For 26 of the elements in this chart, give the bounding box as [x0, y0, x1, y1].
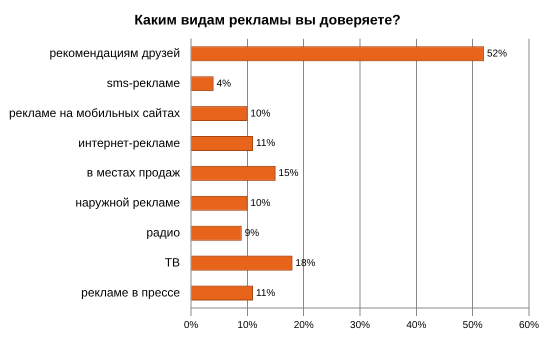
- y-tick-label: интернет-рекламе: [78, 136, 180, 150]
- y-tick-label: в местах продаж: [86, 166, 180, 180]
- data-label: 52%: [486, 48, 508, 60]
- chart-title: Каким видам рекламы вы доверяете?: [134, 11, 401, 28]
- y-tick-label: рекламе на мобильных сайтах: [8, 106, 180, 120]
- x-tick-label: 50%: [462, 320, 483, 331]
- y-tick-label: радио: [146, 226, 180, 240]
- data-label: 11%: [256, 138, 276, 150]
- y-tick-label: sms-рекламе: [106, 76, 180, 90]
- x-tick-label: 20%: [294, 320, 314, 331]
- x-tick-label: 30%: [350, 320, 370, 331]
- x-tick-label: 0%: [184, 320, 198, 331]
- x-tick-label: 40%: [406, 320, 426, 331]
- x-tick-label: 10%: [237, 320, 258, 331]
- data-label: 11%: [256, 288, 276, 299]
- data-label: 18%: [295, 258, 316, 269]
- data-label: 10%: [250, 108, 270, 120]
- data-label: 10%: [250, 198, 270, 210]
- x-tick-label: 60%: [518, 320, 540, 331]
- data-label: 4%: [216, 78, 232, 90]
- y-tick-label: ТВ: [164, 255, 180, 270]
- y-tick-label: рекомендациям друзей: [49, 46, 180, 60]
- data-label: 9%: [244, 228, 260, 239]
- y-tick-label: наружной рекламе: [75, 196, 180, 210]
- data-label: 15%: [278, 168, 299, 180]
- y-tick-label: рекламе в прессе: [81, 285, 180, 300]
